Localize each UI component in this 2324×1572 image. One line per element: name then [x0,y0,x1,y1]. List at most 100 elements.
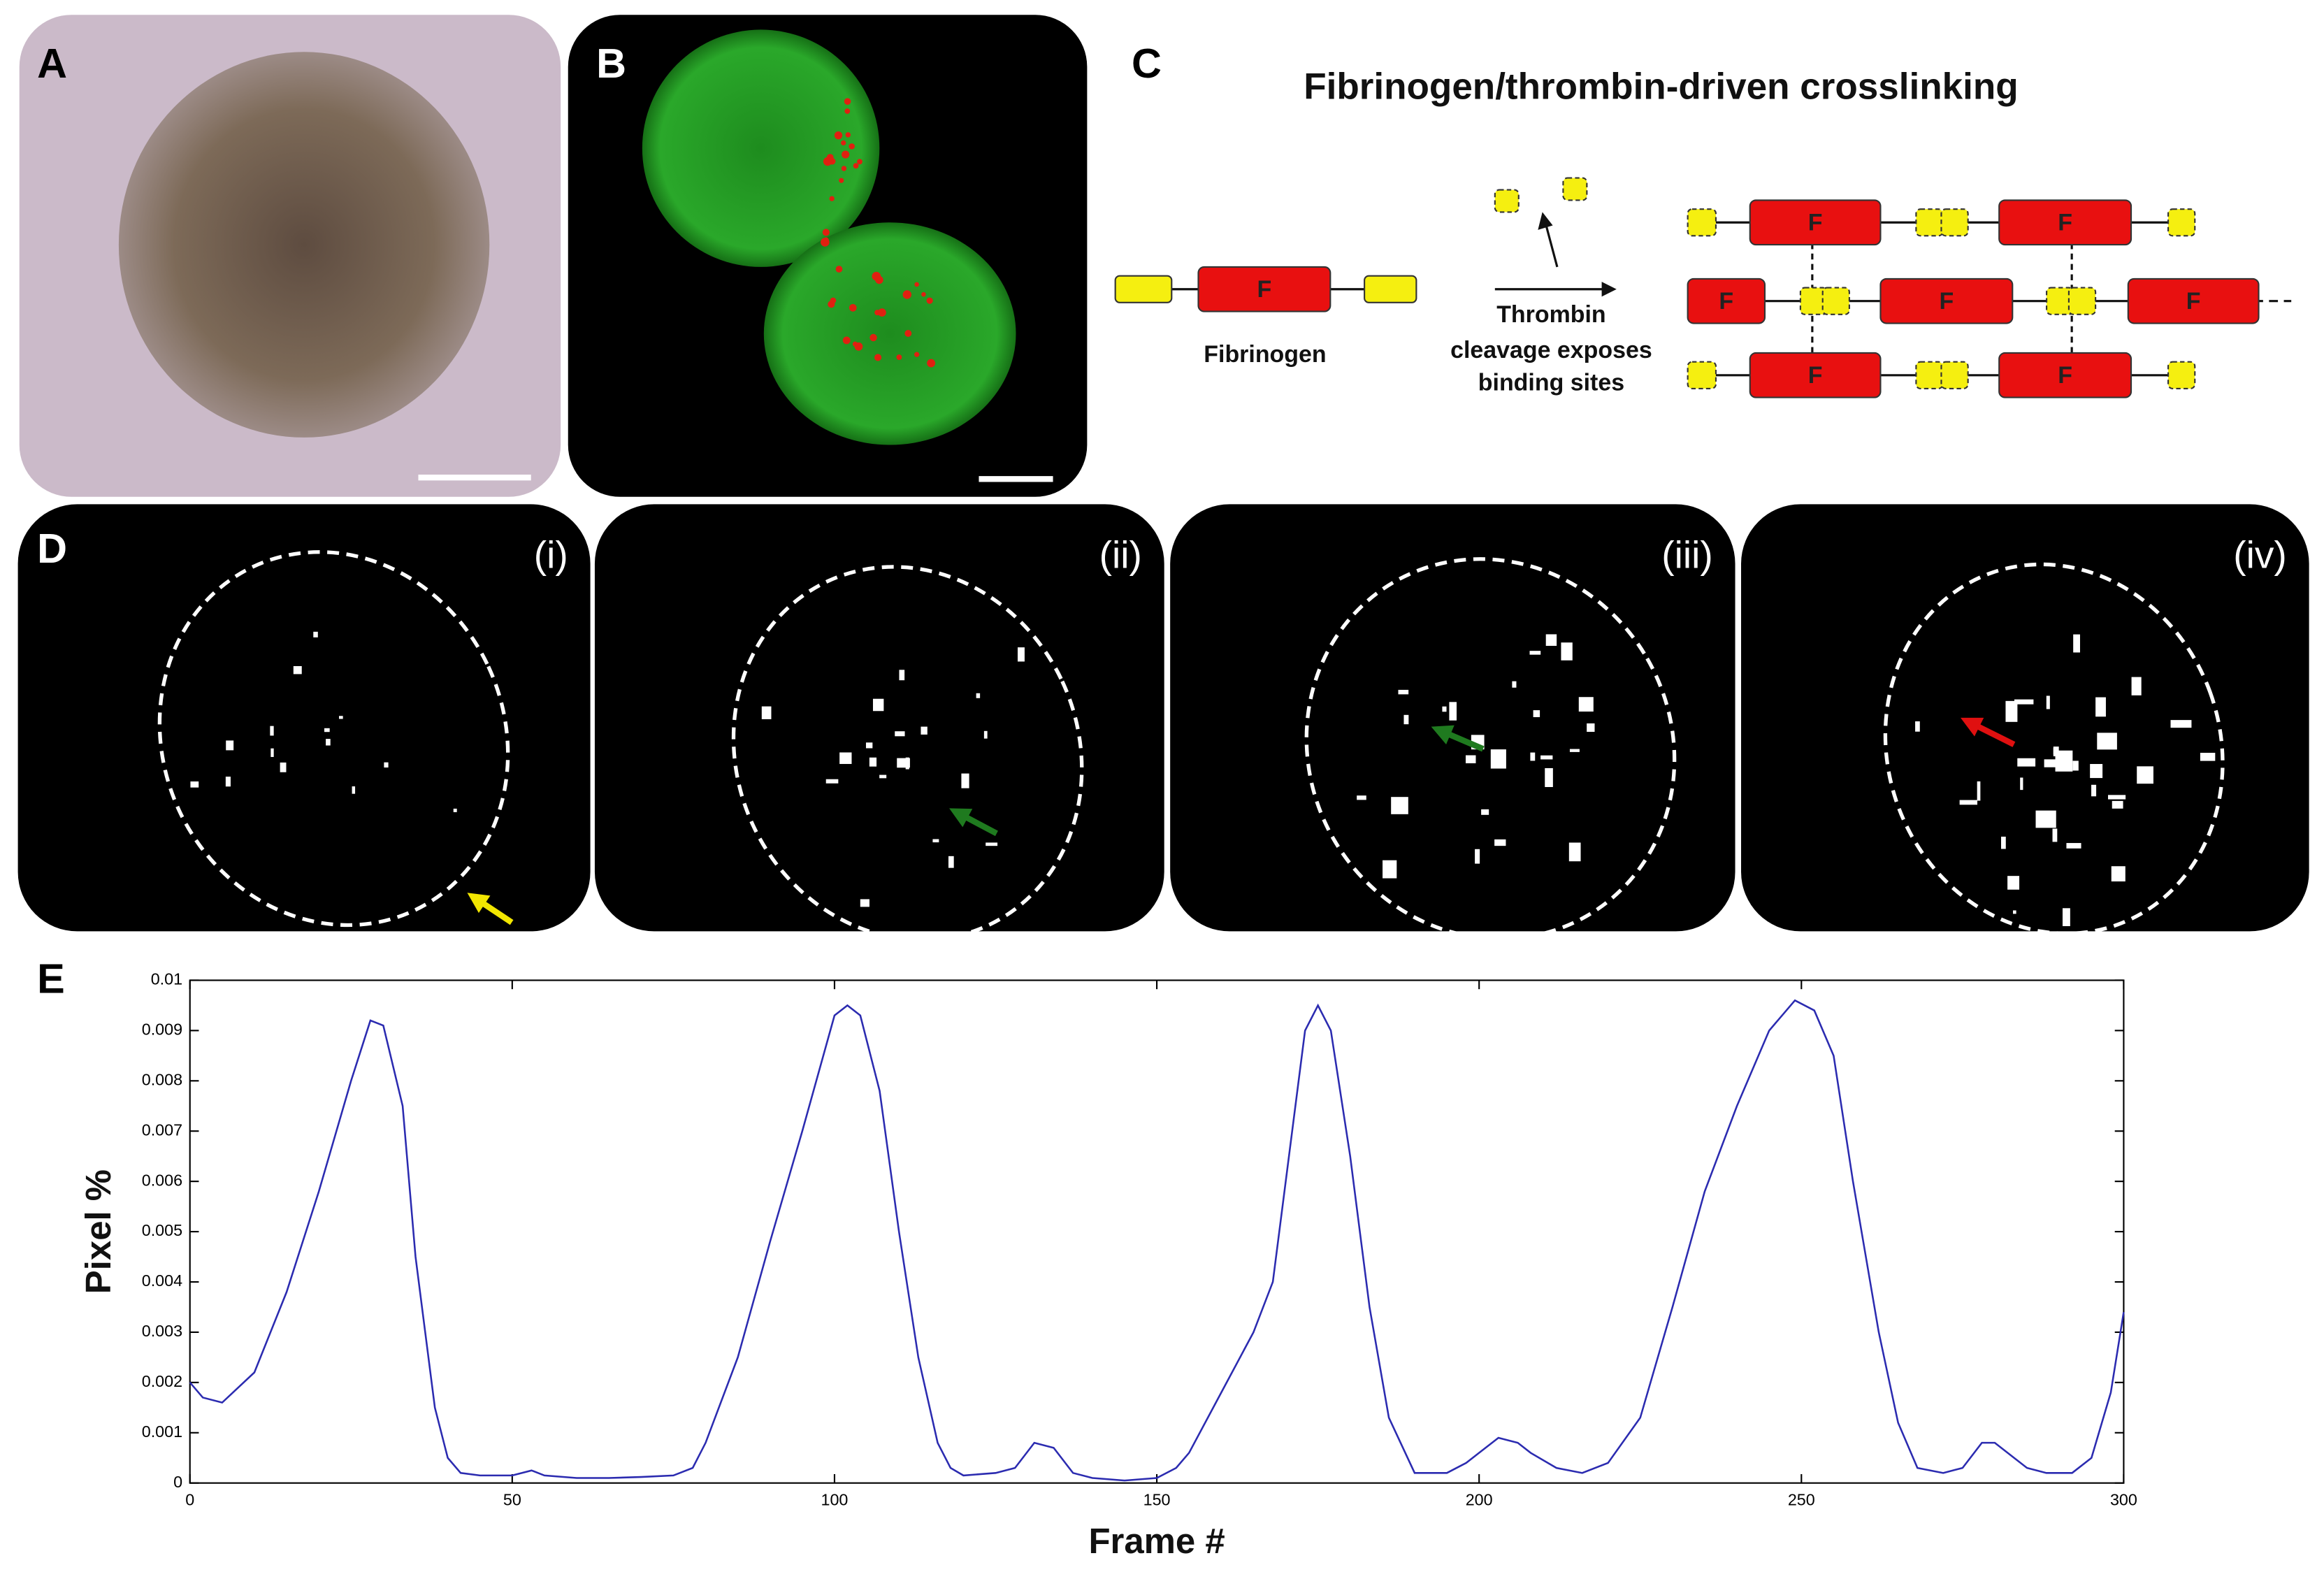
signal-spot [2111,866,2125,882]
plot-area [189,979,2125,1484]
fibrinogen-core [1749,352,1882,398]
fibrinogen-core [1998,352,2132,398]
signal-spot [1545,634,1557,646]
signal-spot [872,698,884,712]
red-dot [834,131,843,140]
y-tick-label: 0.008 [142,1070,182,1088]
signal-spot [2170,720,2192,728]
signal-spot [986,842,998,846]
signal-spot [983,730,988,739]
signal-spot [2053,747,2059,756]
binding-site [1687,361,1717,389]
core-letter: F [2058,209,2072,236]
red-dot [826,154,834,161]
binding-site [1687,208,1717,237]
signal-spot [384,762,389,768]
signal-spot [1481,809,1489,815]
red-dot [878,308,886,317]
panel-label: C [1132,40,1162,87]
signal-spot [879,774,887,779]
core-letter: F [1808,209,1823,236]
core-letter: F [1719,288,1733,315]
red-dot [822,229,830,236]
binding-site [2067,287,2097,315]
y-tick-label: 0.006 [142,1171,182,1189]
signal-spot [280,762,287,772]
binding-site [1915,208,1944,237]
red-dot [849,143,855,150]
red-dot [853,163,859,169]
panel-label: A [37,40,67,87]
y-tick-label: 0.002 [142,1372,182,1390]
signal-spot [2091,784,2097,797]
fibrinogen-label: Fibrinogen [1204,341,1326,368]
red-dot [823,237,829,243]
arrow-head [1538,212,1553,230]
red-dot [829,196,835,201]
red-dot [902,290,912,299]
signal-spot [2112,800,2123,809]
signal-spot [2014,699,2034,705]
red-dot [844,98,851,105]
y-tick-label: 0.001 [142,1422,182,1441]
diagram-title: Fibrinogen/thrombin-driven crosslinking [1304,66,2018,107]
frame-label: (iv) [2233,533,2287,576]
signal-spot [270,726,274,736]
signal-spot [1959,800,1978,805]
red-dot [927,359,936,368]
frame-image [17,504,591,932]
signal-spot [339,716,343,719]
frame-image [594,504,1164,932]
fibrinogen-core [1998,199,2132,246]
signal-spot [293,665,302,675]
signal-spot [2200,752,2216,761]
x-tick-label: 200 [1466,1490,1493,1508]
signal-spot [948,856,954,868]
binding-site [2167,361,2196,389]
signal-spot [932,839,939,843]
red-dots [821,98,936,368]
roi-outline [731,565,1084,942]
signal-spot [1530,752,1536,761]
y-tick-label: 0.01 [151,970,182,988]
y-tick-label: 0 [173,1473,182,1491]
signal-spot [226,740,234,751]
signal-spot [352,786,356,794]
signal-spot [1490,749,1506,769]
red-dot [841,166,847,171]
y-tick-label: 0.004 [142,1271,182,1290]
signal-spot [2097,733,2117,750]
signal-spot [2095,697,2106,717]
connector [1544,222,1559,268]
red-dot [841,140,846,146]
signal-spot [2072,760,2079,771]
core-letter: F [1257,276,1272,303]
red-dot [926,297,933,304]
signal-spot [324,728,330,733]
signal-spot [1587,723,1595,733]
signal-spot [761,706,772,719]
signal-spot [1475,849,1480,864]
signal-spot [2046,695,2050,709]
binding-site [1114,275,1173,303]
arrow-label: cleavage exposes [1450,337,1652,363]
signal-spot [2137,766,2153,784]
signal-spot [1494,839,1506,846]
data-line [189,999,2125,1482]
signal-spot [2017,758,2036,767]
binding-site [1940,361,1969,389]
signal-spot [2108,795,2126,800]
y-tick-label: 0.003 [142,1322,182,1340]
signal-spot [2073,634,2080,653]
signal-spot [453,808,457,812]
signal-spot [1357,795,1366,800]
signal-spot [961,773,969,788]
signal-spot [1915,721,1920,732]
signal-spot [1578,697,1594,712]
signal-spot [1449,702,1457,721]
chart: 0 0.001 0.002 0.003 0.004 0.005 0.006 0.007 0.00… [78,970,2137,1562]
y-axis-label: Pixel % [78,1169,118,1294]
signal-spot [1540,755,1553,760]
core-letter: F [2058,362,2072,389]
